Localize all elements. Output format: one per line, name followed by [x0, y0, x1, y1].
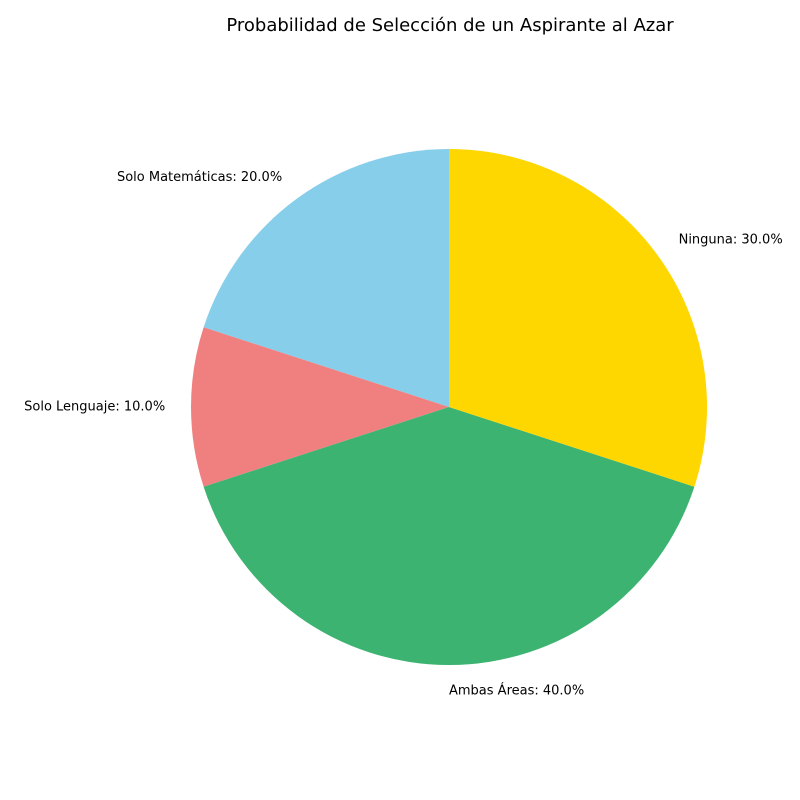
pie-slice-ninguna [449, 149, 707, 487]
pie-slice-solo-lenguaje [191, 327, 449, 487]
pie-slices [191, 149, 707, 665]
pie-slice-ambas-areas [203, 407, 695, 665]
pie-label-solo-lenguaje: Solo Lenguaje: 10.0% [24, 400, 165, 415]
pie-label-ninguna: Ninguna: 30.0% [679, 233, 783, 248]
pie-label-solo-matematicas: Solo Matemáticas: 20.0% [117, 170, 282, 185]
pie-label-ambas-areas: Ambas Áreas: 40.0% [449, 682, 584, 698]
chart-title: Probabilidad de Selección de un Aspirant… [226, 15, 674, 36]
pie-slice-solo-matematicas [203, 149, 449, 407]
pie-labels: Solo Matemáticas: 20.0% Solo Lenguaje: 10… [24, 170, 783, 698]
